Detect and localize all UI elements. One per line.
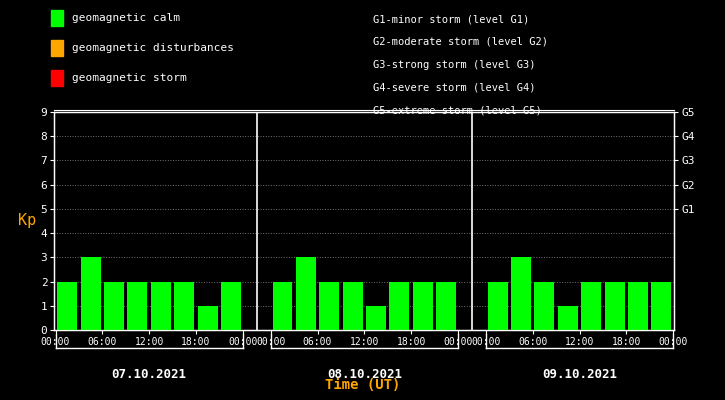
Text: 07.10.2021: 07.10.2021	[112, 368, 186, 380]
Bar	[628, 282, 648, 330]
Text: G4-severe storm (level G4): G4-severe storm (level G4)	[373, 82, 536, 92]
Bar	[273, 282, 292, 330]
Bar	[128, 282, 147, 330]
Text: geomagnetic calm: geomagnetic calm	[72, 13, 180, 23]
Text: G3-strong storm (level G3): G3-strong storm (level G3)	[373, 60, 536, 70]
Text: G1-minor storm (level G1): G1-minor storm (level G1)	[373, 14, 530, 24]
Bar	[151, 282, 171, 330]
Bar	[366, 306, 386, 330]
Bar	[343, 282, 362, 330]
Bar	[319, 282, 339, 330]
Bar	[605, 282, 624, 330]
Text: Time (UT): Time (UT)	[325, 378, 400, 392]
Y-axis label: Kp: Kp	[17, 214, 36, 228]
Bar	[436, 282, 456, 330]
Text: G5-extreme storm (level G5): G5-extreme storm (level G5)	[373, 105, 542, 115]
Bar	[558, 306, 578, 330]
Bar	[389, 282, 410, 330]
Bar	[534, 282, 555, 330]
Bar	[80, 257, 101, 330]
Bar	[174, 282, 194, 330]
Bar	[511, 257, 531, 330]
Text: 08.10.2021: 08.10.2021	[327, 368, 402, 380]
Text: G2-moderate storm (level G2): G2-moderate storm (level G2)	[373, 37, 548, 47]
Bar	[652, 282, 671, 330]
Text: geomagnetic storm: geomagnetic storm	[72, 73, 186, 83]
Bar	[104, 282, 124, 330]
Bar	[488, 282, 507, 330]
Bar	[221, 282, 241, 330]
Bar	[198, 306, 218, 330]
Bar	[581, 282, 601, 330]
Text: 09.10.2021: 09.10.2021	[542, 368, 617, 380]
Bar	[57, 282, 77, 330]
Text: geomagnetic disturbances: geomagnetic disturbances	[72, 43, 233, 53]
Bar	[296, 257, 316, 330]
Bar	[413, 282, 433, 330]
